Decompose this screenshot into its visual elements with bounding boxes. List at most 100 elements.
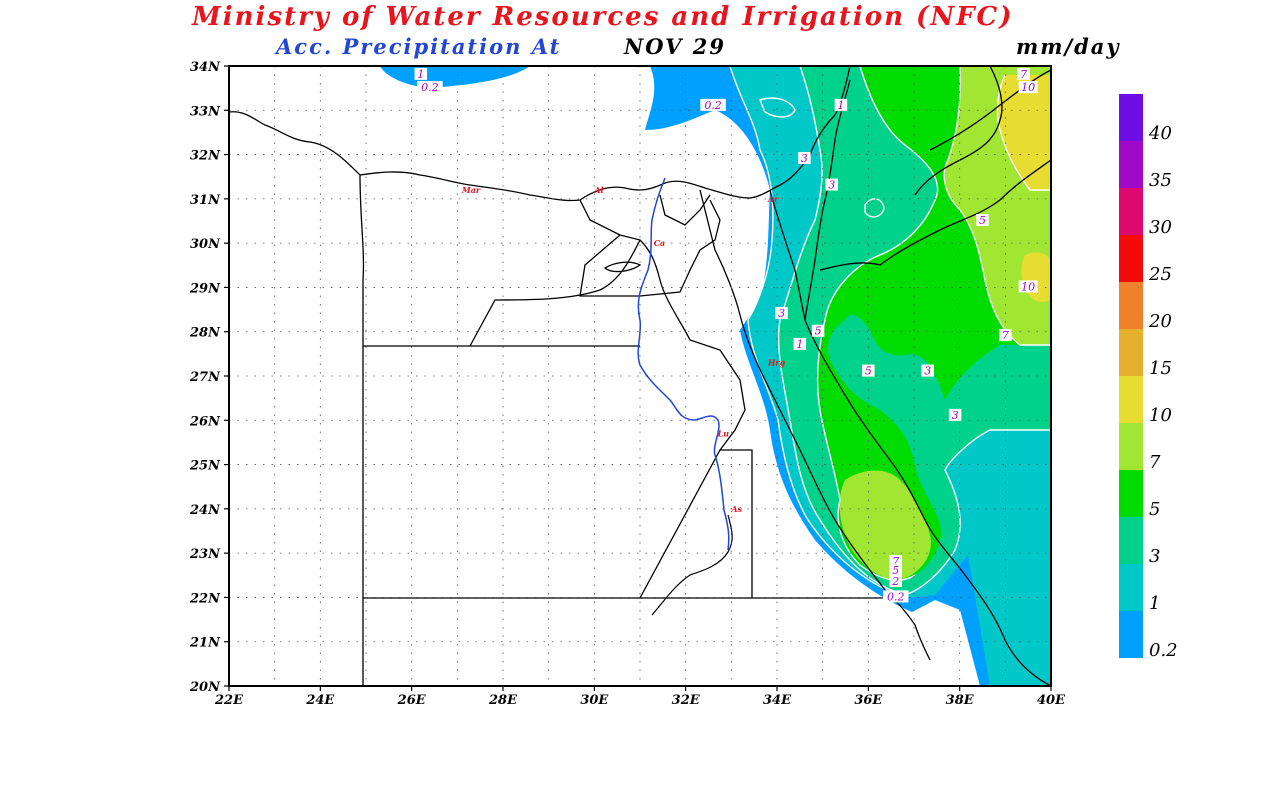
lon-label: 40E — [1037, 693, 1066, 708]
station-label: Mar — [461, 185, 481, 195]
lat-label: 21N — [189, 636, 221, 651]
contour-label-bg — [417, 81, 443, 94]
lat-label: 24N — [189, 503, 221, 518]
precip-band-10 — [997, 75, 1051, 190]
legend-label: 40 — [1148, 123, 1172, 144]
legend-swatch — [1119, 94, 1143, 141]
contour-label: 1 — [837, 99, 844, 112]
legend-label: 1 — [1149, 593, 1160, 614]
legend-swatch — [1119, 564, 1143, 611]
contour-label: 5 — [815, 325, 822, 338]
contour-label: 7 — [1002, 329, 1009, 342]
legend-swatch — [1119, 282, 1143, 329]
contour-label-bg — [775, 307, 788, 319]
legend-swatch — [1119, 188, 1143, 235]
contour-label: 10 — [1021, 81, 1035, 94]
contour-label-bg — [811, 324, 825, 337]
legend-swatch — [1119, 329, 1143, 376]
contour-label-bg — [889, 563, 902, 576]
lat-label: 30N — [190, 237, 221, 252]
contour-label-bg — [862, 364, 875, 377]
lon-label: 26E — [397, 693, 427, 708]
lon-label: 34E — [763, 693, 792, 708]
contour-label-bg — [1018, 280, 1038, 293]
forecast-date: NOV 29 — [624, 34, 726, 59]
legend-label: 25 — [1148, 264, 1172, 285]
governorate-lines — [659, 194, 711, 226]
precipitation-fill — [380, 66, 1051, 686]
legend-label: 30 — [1149, 217, 1172, 238]
contour-label: 3 — [828, 179, 835, 192]
contour-label-bg — [976, 214, 989, 226]
lat-label: 34N — [190, 60, 221, 75]
red-sea-west-coast — [699, 189, 931, 661]
contour-line — [729, 66, 906, 599]
lon-label: 24E — [305, 693, 335, 708]
color-legend: 40 35 30 25 20 15 10 7 5 3 1 0.2 — [1119, 94, 1178, 661]
station-label: Al — [593, 185, 603, 195]
lake-nasser — [651, 514, 733, 616]
mediterranean-coastline — [229, 66, 851, 202]
station-label: Lu — [717, 429, 730, 439]
lon-label: 36E — [854, 693, 883, 708]
contour-label-bg — [1017, 67, 1030, 80]
map-grid — [229, 66, 1051, 686]
longitude-labels: 22E 24E 26E 28E 30E 32E 34E 36E 38E 40E — [214, 686, 1066, 708]
latitude-labels: 34N 33N 32N 31N 30N 29N 28N 27N 26N 25N 24N 23N 22N 2… — [189, 60, 229, 695]
governorate-lines — [579, 199, 721, 297]
contour-label: 5 — [892, 564, 899, 577]
contour-label: 2 — [891, 575, 899, 588]
contour-label: 7 — [1020, 68, 1027, 81]
jordan-border — [819, 159, 1051, 271]
governorate-lines — [603, 261, 642, 273]
legend-swatch — [1119, 141, 1143, 188]
iraq-border — [914, 66, 1003, 196]
legend-label: 7 — [1149, 452, 1161, 473]
contour-label-bg — [798, 152, 811, 164]
red-sea-east-coast — [804, 199, 1051, 686]
lon-label: 30E — [580, 693, 609, 708]
contour-label: 10 — [1021, 280, 1035, 293]
units-label: mm/day — [1016, 34, 1121, 59]
contour-lines — [729, 66, 1051, 599]
governorate-lines — [469, 239, 641, 347]
contour-label-bg — [834, 98, 848, 111]
lat-label: 27N — [189, 370, 221, 385]
legend-label: 20 — [1148, 311, 1172, 332]
lat-label: 33N — [190, 104, 221, 119]
precip-band-7 — [839, 470, 931, 580]
lon-label: 32E — [672, 693, 701, 708]
sudan-internal-border — [639, 449, 753, 599]
lon-label: 38E — [946, 693, 975, 708]
contour-label-bg — [921, 364, 934, 377]
lat-label: 25N — [189, 459, 221, 474]
map-subtitle: Acc. Precipitation At — [276, 34, 562, 59]
contour-label-bg — [948, 408, 962, 421]
legend-label: 5 — [1149, 499, 1160, 520]
lat-label: 31N — [190, 193, 221, 208]
contour-label: 0.2 — [421, 81, 439, 94]
contour-line — [816, 66, 939, 581]
station-label: Ar — [767, 194, 779, 204]
station-label: Ca — [654, 238, 666, 248]
nile-river — [637, 177, 730, 551]
legend-label: 15 — [1149, 358, 1172, 379]
legend-swatch — [1119, 376, 1143, 423]
station-labels: Mar Al Ar Ca Hrg Lu As — [461, 185, 786, 514]
contour-label: 3 — [924, 365, 931, 378]
station-label: As — [730, 504, 742, 514]
lon-label: 28E — [488, 693, 518, 708]
legend-swatch — [1119, 611, 1143, 658]
contour-label: 1 — [796, 338, 803, 351]
legend-swatch — [1119, 423, 1143, 470]
legend-swatch — [1119, 470, 1143, 517]
governorate-lines — [579, 199, 746, 451]
saudi-internal-border — [929, 69, 1051, 151]
boundary-lines — [229, 66, 1051, 686]
legend-label: 35 — [1149, 170, 1172, 191]
contour-label: 1 — [417, 68, 424, 81]
contour-label-bg — [1018, 81, 1038, 94]
